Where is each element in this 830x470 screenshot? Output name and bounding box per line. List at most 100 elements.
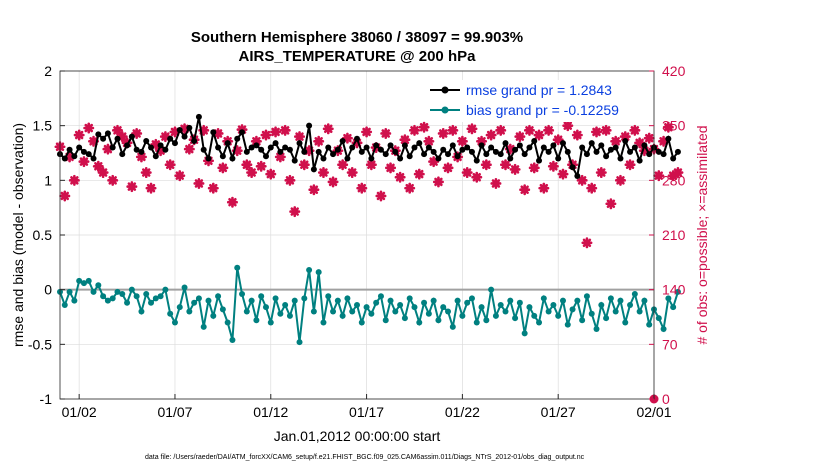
rmse-point (516, 142, 523, 149)
bias-point (339, 312, 346, 319)
x-tick-label: 01/22 (445, 404, 480, 420)
obs-marker (538, 182, 550, 194)
obs-marker (614, 174, 626, 186)
bias-point (454, 297, 461, 304)
bias-point (114, 288, 121, 295)
bias-point (622, 319, 629, 326)
x-tick-label: 01/17 (349, 404, 384, 420)
bias-point (286, 312, 293, 319)
bias-point (516, 299, 523, 306)
y-right-tick-label: 350 (662, 118, 686, 134)
bias-point (148, 299, 155, 306)
y-right-tick-label: 210 (662, 227, 686, 243)
x-tick-label: 02/01 (636, 404, 671, 420)
obs-marker (557, 168, 569, 180)
rmse-point (488, 144, 495, 151)
rmse-point (334, 146, 341, 153)
obs-marker (514, 131, 526, 143)
bias-point (540, 295, 547, 302)
obs-marker (461, 167, 473, 179)
rmse-point (234, 135, 241, 142)
rmse-point (497, 151, 504, 158)
bias-point (320, 319, 327, 326)
y-axis-right-label: # of obs: o=possible; ×=assimilated (694, 125, 710, 344)
obs-marker (485, 129, 497, 141)
rmse-point (277, 148, 284, 155)
bias-point (95, 282, 102, 289)
rmse-point (646, 151, 653, 158)
obs-marker (595, 167, 607, 179)
rmse-point (219, 153, 226, 160)
bias-point (579, 317, 586, 324)
rmse-point (229, 155, 236, 162)
rmse-point (373, 142, 380, 149)
rmse-point (425, 144, 432, 151)
rmse-point (430, 148, 437, 155)
rmse-point (95, 131, 102, 138)
obs-marker (667, 170, 679, 182)
bias-point (267, 319, 274, 326)
obs-marker (447, 124, 459, 136)
bias-point (176, 304, 183, 311)
rmse-point (540, 144, 547, 151)
obs-marker (289, 206, 301, 218)
rmse-point (445, 151, 452, 158)
bias-point (344, 295, 351, 302)
rmse-point (636, 157, 643, 164)
rmse-point (128, 133, 135, 140)
obs-marker (102, 143, 114, 155)
bias-point (387, 297, 394, 304)
y-tick-label: 0 (44, 282, 52, 298)
bias-point (416, 319, 423, 326)
obs-marker (423, 135, 435, 147)
y-right-tick-label: 280 (662, 172, 686, 188)
rmse-point (104, 130, 111, 137)
rmse-point (171, 140, 178, 147)
obs-marker (662, 121, 674, 133)
rmse-point (598, 142, 605, 149)
rmse-point (622, 137, 629, 144)
bias-point (191, 299, 198, 306)
footer-data-file: data file: /Users/raeder/DAI/ATM_forcXX/… (145, 454, 585, 461)
obs-marker (658, 135, 670, 147)
rmse-point (507, 155, 514, 162)
y-tick-label: 1 (44, 172, 52, 188)
obs-marker (629, 124, 641, 136)
rmse-point (162, 146, 169, 153)
rmse-point (468, 148, 475, 155)
rmse-point (670, 155, 677, 162)
rmse-point (248, 144, 255, 151)
obs-marker (59, 190, 71, 202)
bias-point (90, 288, 97, 295)
rmse-point (569, 164, 576, 171)
rmse-point (641, 142, 648, 149)
bias-point (277, 310, 284, 317)
bias-point (646, 321, 653, 328)
bias-point (674, 288, 681, 295)
rmse-point (473, 157, 480, 164)
bias-point (152, 295, 159, 302)
bias-point (430, 297, 437, 304)
bias-point (627, 301, 634, 308)
obs-marker (131, 127, 143, 139)
bias-point (555, 312, 562, 319)
bias-point (569, 306, 576, 313)
obs-marker (88, 135, 100, 147)
y-right-tick-label: 70 (662, 336, 678, 352)
y-axis-ticks: -1 -0.5 0 0.5 1 1.5 2 (28, 63, 65, 407)
bias-point (262, 304, 269, 311)
bias-point (157, 293, 164, 300)
obs-marker (198, 124, 210, 136)
bias-point (502, 308, 509, 315)
bias-point (411, 304, 418, 311)
x-axis-label: Jan.01,2012 00:00:00 start (274, 428, 441, 444)
rmse-point (85, 151, 92, 158)
bias-point (468, 295, 475, 302)
obs-marker (111, 124, 123, 136)
rmse-point (512, 146, 519, 153)
rmse-point (205, 155, 212, 162)
obs-marker (490, 177, 502, 189)
bias-point (296, 339, 303, 346)
legend-box (426, 80, 652, 122)
y-tick-label: 1.5 (33, 118, 53, 134)
